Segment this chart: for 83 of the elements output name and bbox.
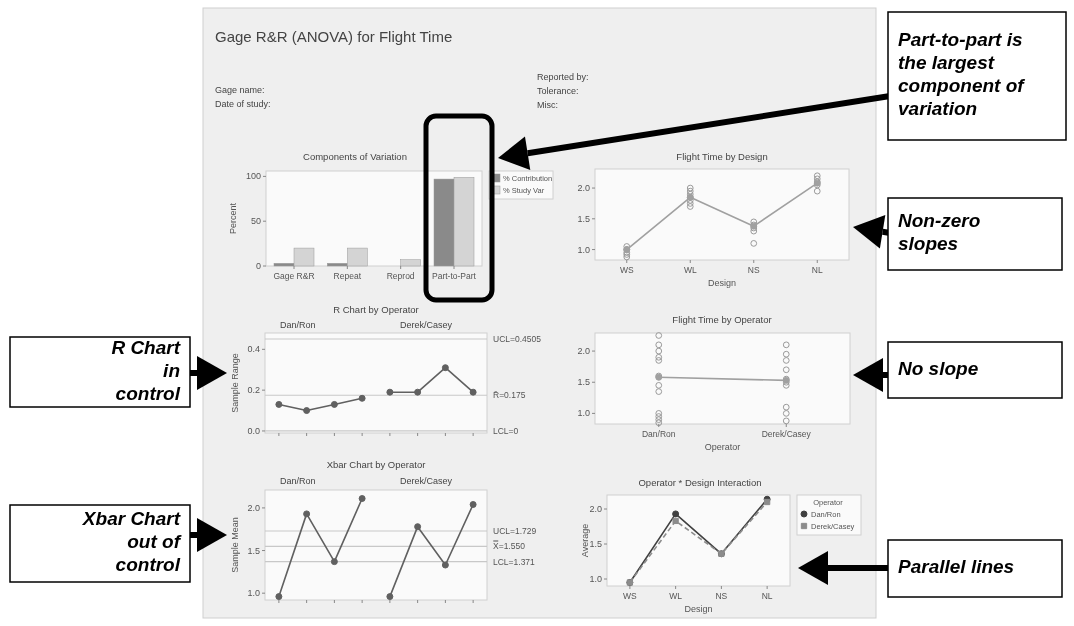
y-tick-label: 0.0 [247, 425, 260, 436]
text: Xbar Chart out of control [81, 508, 182, 575]
y-axis-title: Sample Range [230, 353, 240, 413]
point [469, 388, 477, 396]
text: Reported by: [537, 72, 589, 82]
point [275, 593, 283, 601]
text: Tolerance: [537, 86, 579, 96]
y-tick-label: 1.5 [577, 377, 590, 388]
x-tick-label: WL [683, 265, 697, 275]
text: Gage name: [215, 85, 265, 95]
x-tick-label: WS [619, 265, 634, 275]
x-axis-title: Design [684, 604, 713, 614]
chart-title: Flight Time by Design [676, 151, 768, 162]
ref-line-label: LCL=1.371 [493, 556, 536, 567]
point [358, 495, 366, 503]
x-tick-label: Reprod [386, 271, 415, 281]
point [441, 561, 449, 569]
y-tick-label: 2.0 [577, 346, 590, 357]
chart-title: Components of Variation [303, 151, 407, 162]
text: Misc: [537, 100, 558, 110]
x-axis-title: Design [707, 278, 737, 288]
y-tick-label: 1.5 [589, 539, 602, 549]
chart-title: Flight Time by Operator [672, 314, 772, 325]
x-tick-label: Gage R&R [273, 271, 315, 281]
x-tick-label: Part-to-Part [432, 271, 477, 281]
point [330, 558, 338, 566]
x-tick-label: WL [669, 591, 683, 601]
y-tick-label: 2.0 [577, 183, 590, 194]
text: Dan/Ron [280, 320, 316, 330]
text: R Chart in control [111, 336, 181, 404]
y-axis-title: Percent [228, 202, 238, 235]
point [672, 510, 680, 518]
ref-line-label: UCL=1.729 [493, 526, 537, 537]
point [275, 400, 283, 408]
y-tick-label: 1.0 [247, 588, 260, 599]
point [303, 510, 311, 518]
x-tick-label: NS [715, 591, 728, 601]
text: Parallel lines [898, 556, 1015, 577]
text: Derek/Casey [400, 476, 453, 486]
point [469, 501, 477, 508]
text: No slope [898, 357, 979, 379]
y-tick-label: 2.0 [589, 504, 602, 514]
point [386, 388, 394, 396]
y-axis-title: Sample Mean [230, 517, 240, 573]
x-tick-label: NS [747, 265, 760, 275]
chart-title: Xbar Chart by Operator [326, 459, 426, 470]
point [358, 394, 366, 402]
x-tick-label: NL [761, 591, 773, 601]
chart-title: R Chart by Operator [333, 304, 419, 315]
ref-line-label: LCL=0 [493, 425, 519, 436]
point [303, 407, 311, 415]
ref-line-label: R̄=0.175 [493, 390, 526, 401]
x-axis-title: Operator [704, 442, 741, 452]
point [414, 523, 422, 531]
y-tick-label: 100 [245, 171, 261, 182]
text: Part-to-part is the largest component of variation [898, 29, 1026, 119]
point [386, 593, 394, 601]
y-tick-label: 2.0 [247, 502, 260, 513]
y-tick-label: 1.0 [589, 574, 602, 584]
y-tick-label: 1.0 [577, 408, 590, 419]
y-tick-label: 0 [255, 261, 261, 271]
text: Date of study: [215, 99, 271, 109]
ref-line-label: UCL=0.4505 [493, 334, 542, 345]
text: Derek/Casey [400, 320, 453, 330]
y-tick-label: 50 [250, 216, 261, 227]
point [330, 400, 338, 408]
x-tick-label: WS [623, 591, 638, 601]
point [672, 517, 679, 525]
text: Non-zero slopes [898, 210, 981, 254]
point [441, 364, 449, 372]
y-tick-label: 0.4 [247, 344, 260, 355]
x-tick-label: Repeat [333, 271, 362, 281]
y-tick-label: 1.0 [577, 244, 590, 255]
y-axis-title: Average [580, 523, 590, 558]
text: Dan/Ron [280, 476, 316, 486]
x-tick-label: NL [811, 265, 823, 275]
text: Gage R&R (ANOVA) for Flight Time [215, 28, 453, 45]
y-tick-label: 1.5 [577, 213, 590, 224]
y-tick-label: 1.5 [247, 545, 260, 556]
chart-title: Operator * Design Interaction [638, 477, 762, 488]
ref-line-label: X̿=1.550 [492, 540, 526, 552]
point [414, 388, 422, 396]
y-tick-label: 0.2 [247, 385, 260, 396]
